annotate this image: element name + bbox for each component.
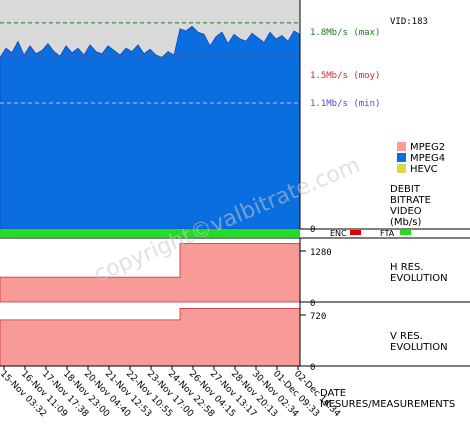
v-res-zero-label: 0 (310, 363, 315, 373)
h-res-top-label: 1280 (310, 248, 332, 258)
h-res-zero-label: 0 (310, 299, 315, 309)
bitrate-title-line-4: (Mb/s) (390, 217, 421, 228)
fta-label: FTA (380, 229, 395, 238)
legend-label-hevc: HEVC (410, 164, 438, 175)
enc-swatch (350, 230, 361, 235)
x-axis-label-line-2: MESURES/MEASUREMENTS (320, 399, 455, 410)
fta-status-bar (0, 229, 300, 237)
legend-swatch-mpeg4 (397, 153, 406, 162)
v-res-title-line-2: EVOLUTION (390, 342, 448, 353)
h-res-title-line-1: H RES. (390, 262, 424, 273)
bitrate-area-mpeg4 (0, 25, 301, 230)
legend: MPEG2 MPEG4 HEVC (397, 142, 445, 175)
min-reference-label: 1.1Mb/s (min) (310, 99, 380, 109)
v-res-area (0, 308, 301, 367)
x-axis-label-line-1: DATE (320, 388, 346, 399)
moy-reference-label: 1.5Mb/s (moy) (310, 71, 380, 81)
legend-label-mpeg4: MPEG4 (410, 153, 445, 164)
bitrate-title-line-1: DEBIT (390, 184, 421, 195)
legend-swatch-mpeg2 (397, 142, 406, 151)
fta-swatch (400, 230, 411, 235)
max-reference-label: 1.8Mb/s (max) (310, 28, 380, 38)
bitrate-title-line-3: VIDEO (390, 206, 422, 217)
h-res-title-line-2: EVOLUTION (390, 273, 448, 284)
bitrate-title-line-2: BITRATE (390, 195, 431, 206)
bitrate-panel: 1.8Mb/s (max) 1.5Mb/s (moy) 1.1Mb/s (min… (0, 0, 470, 235)
legend-swatch-hevc (397, 164, 406, 173)
h-res-panel: 1280 0 H RES. EVOLUTION (0, 238, 470, 309)
bitrate-zero-label: 0 (310, 225, 315, 235)
v-res-panel: 720 0 V RES. EVOLUTION (0, 302, 470, 373)
legend-label-mpeg2: MPEG2 (410, 142, 445, 153)
enc-label: ENC (330, 229, 347, 238)
status-strip: ENC FTA (0, 229, 470, 239)
v-res-title-line-1: V RES. (390, 331, 423, 342)
vid-label: VID:183 (390, 17, 428, 27)
v-res-top-label: 720 (310, 312, 326, 322)
